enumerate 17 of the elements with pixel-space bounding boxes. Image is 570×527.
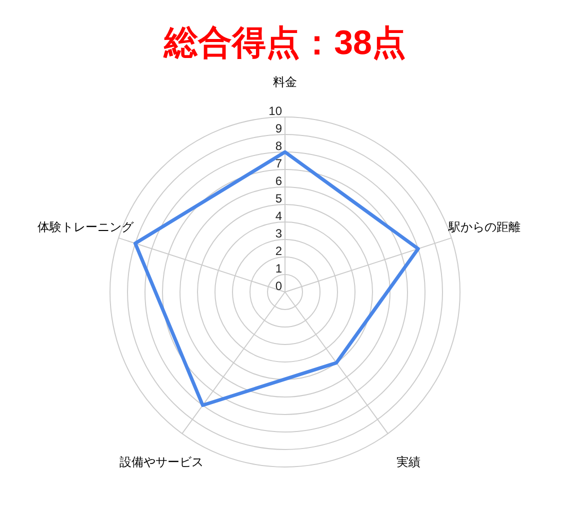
tick-label: 3 <box>275 226 282 240</box>
category-label: 体験トレーニング <box>37 220 134 234</box>
tick-label: 5 <box>275 192 282 206</box>
category-label: 実績 <box>396 454 420 469</box>
category-label: 料金 <box>273 75 297 89</box>
tick-label: 10 <box>268 104 282 118</box>
tick-label: 6 <box>275 174 282 188</box>
tick-label: 8 <box>275 139 282 153</box>
tick-label: 2 <box>275 244 282 258</box>
tick-label: 1 <box>275 262 282 276</box>
tick-label: 0 <box>275 279 282 293</box>
category-label: 駅からの距離 <box>448 220 521 234</box>
title: 総合得点：38点 <box>164 24 406 62</box>
category-label: 設備やサービス <box>120 454 204 469</box>
tick-label: 9 <box>275 122 282 136</box>
tick-label: 4 <box>275 209 282 223</box>
tick-label: 7 <box>275 156 282 170</box>
